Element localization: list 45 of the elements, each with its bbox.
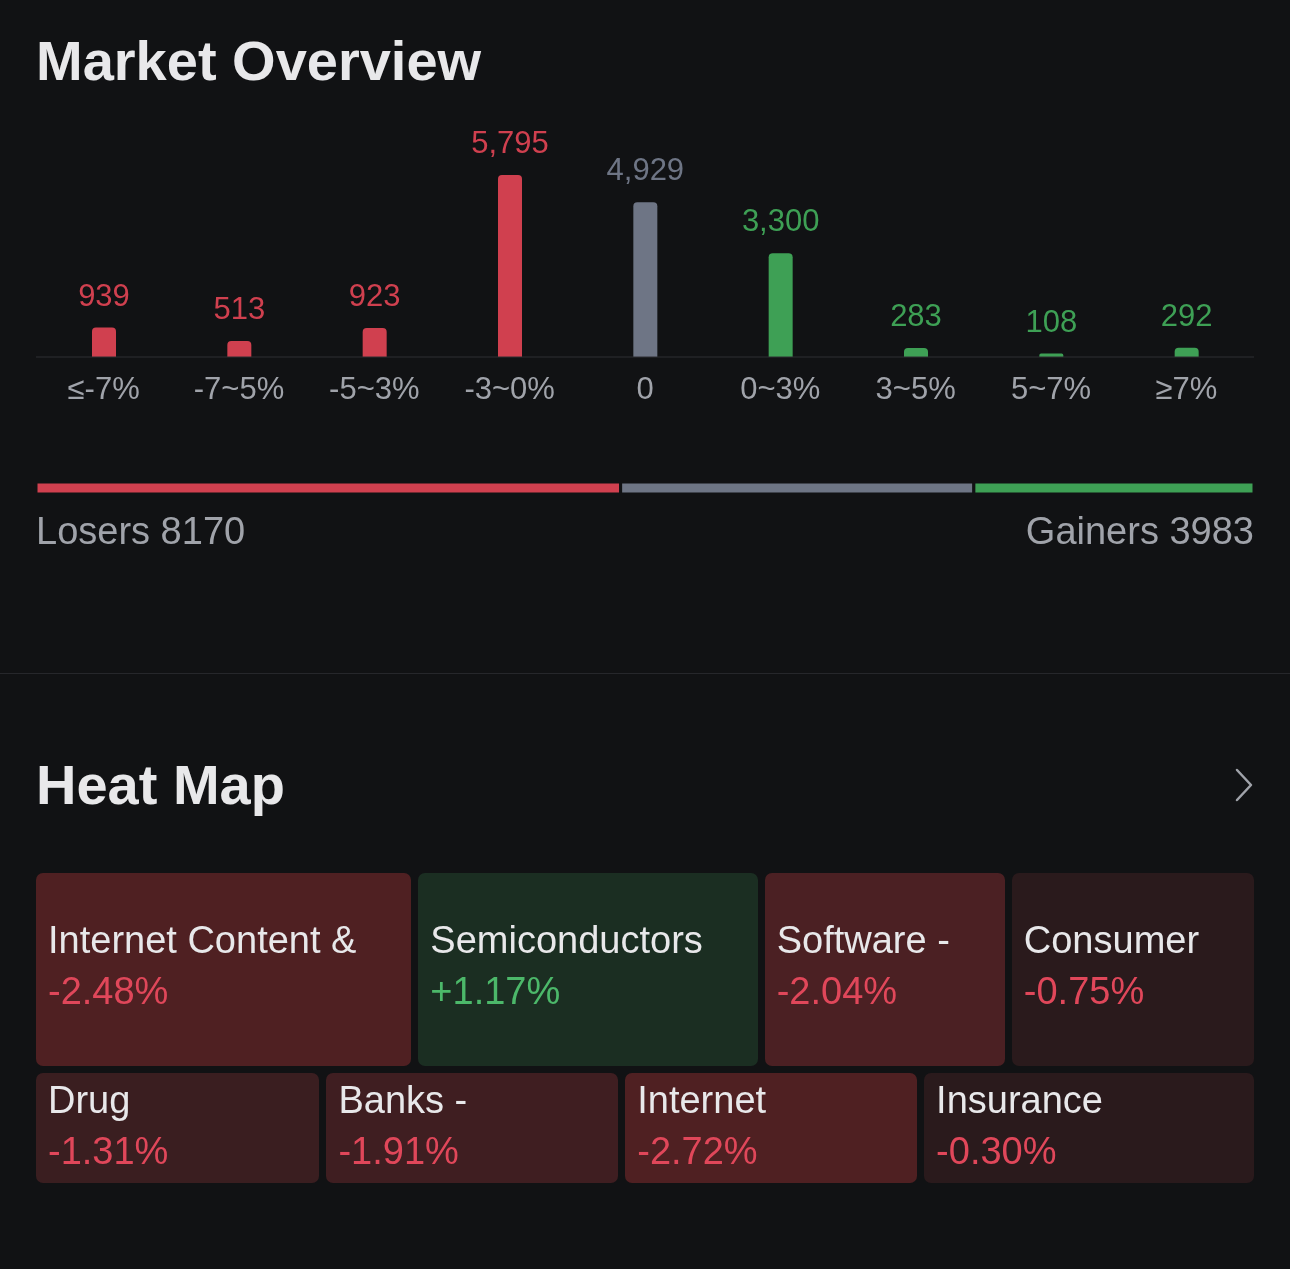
x-tick-label: 0 [636,371,654,407]
data-label: -1.91% [338,1130,460,1173]
bar [498,175,522,357]
data-label: 4,929 [606,152,685,188]
data-label: 5,795 [471,125,549,160]
category-label: Software - [776,919,951,962]
x-tick-label: 0~3% [740,371,821,407]
data-label: 939 [78,277,130,313]
data-label: -2.72% [637,1130,759,1173]
data-label: 108 [1025,303,1078,339]
data-label: -0.75% [1023,970,1146,1013]
x-tick-label: -5~3% [329,371,420,407]
data-label: +1.17% [430,970,562,1013]
category-label: Insurance [936,1079,1104,1122]
data-label: -2.04% [776,970,899,1013]
data-label: 513 [213,290,266,326]
category-label: Internet Content & [48,919,358,962]
x-tick-label: -3~0% [464,371,555,407]
bar [633,202,658,357]
x-tick-label: 5~7% [1010,371,1092,407]
data-label: -2.48% [48,970,170,1013]
data-label: 3,300 [741,203,820,239]
text: Heat Map [36,752,285,817]
category-label: Drug [48,1079,132,1122]
x-tick-label: 3~5% [875,371,956,407]
category-label: Consumer [1023,919,1201,962]
category-label: Banks - [338,1079,469,1122]
category-label: Internet [637,1079,768,1122]
text: Losers 8170 [36,510,246,553]
bar [904,348,928,357]
x-tick-label: ≥7% [1155,371,1218,407]
bar [362,328,387,357]
x-tick-label: -7~5% [193,371,285,407]
data-label: 923 [348,278,401,314]
data-label: 292 [1160,297,1213,333]
bar [768,253,793,357]
x-tick-label: ≤-7% [67,371,140,407]
bar [92,327,116,357]
category-label: Semiconductors [430,919,704,962]
chart-title: Market Overview [36,28,483,93]
data-label: -1.31% [48,1130,170,1173]
bar [227,340,252,357]
data-label: -0.30% [936,1130,1058,1173]
text: Gainers 3983 [1025,510,1254,553]
data-label: 283 [890,298,942,334]
